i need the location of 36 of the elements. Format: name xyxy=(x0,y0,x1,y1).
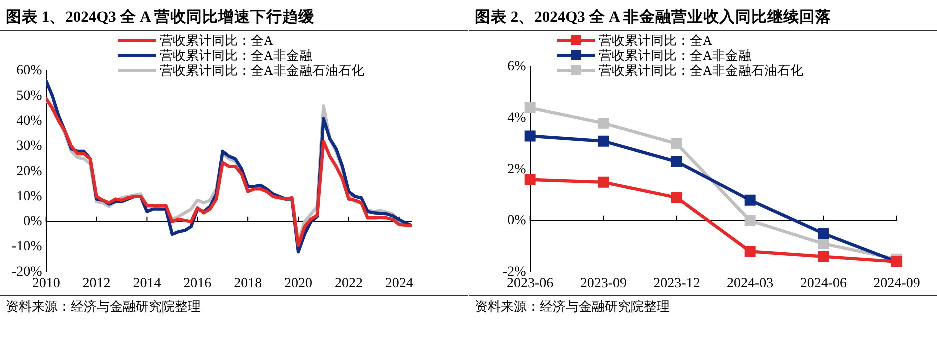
legend-label: 营收累计同比：全A非金融石油石化 xyxy=(599,63,804,78)
x-tick-label: 2014 xyxy=(133,276,162,292)
y-tick-label: 6% xyxy=(508,60,527,75)
y-tick-label: 50% xyxy=(16,88,43,104)
y-tick-label: 40% xyxy=(16,114,43,129)
x-tick-label: 2020 xyxy=(284,276,313,292)
legend-label: 营收累计同比：全A xyxy=(160,33,274,48)
x-tick-label: 2023-09 xyxy=(580,276,627,292)
y-tick-label: -10% xyxy=(12,240,43,255)
x-tick-label: 2024-03 xyxy=(726,276,774,292)
x-tick-label: 2023-06 xyxy=(506,276,554,292)
text: 资料来源：经济与金融研究院整理 xyxy=(0,295,468,318)
chart-title: 图表 2、2024Q3 全 A 非金融营业收入同比继续回落 xyxy=(469,0,937,31)
y-tick-label: 4% xyxy=(508,110,527,126)
y-tick-label: 0% xyxy=(508,214,527,229)
x-tick-label: 2016 xyxy=(184,276,212,292)
y-tick-label: 0% xyxy=(24,214,43,230)
legend-label: 营收累计同比：全A非金融石油石化 xyxy=(160,63,364,78)
x-tick-label: 2023-12 xyxy=(654,276,700,292)
y-tick-label: 2% xyxy=(508,162,527,178)
text: 资料来源：经济与金融研究院整理 xyxy=(469,295,937,318)
y-tick-label: 10% xyxy=(16,189,43,204)
chart-title: 图表 1、2024Q3 全 A 营收同比增速下行趋缓 xyxy=(0,0,468,31)
x-tick-label: 2018 xyxy=(234,276,262,292)
y-tick-label: 20% xyxy=(16,164,43,180)
x-tick-label: 2024-09 xyxy=(874,276,920,292)
x-tick-label: 2022 xyxy=(334,276,363,292)
y-tick-label: 60% xyxy=(16,64,43,79)
x-tick-label: 2012 xyxy=(82,276,111,292)
x-tick-label: 2010 xyxy=(32,276,60,292)
legend-label: 营收累计同比：全A非金融 xyxy=(160,48,312,63)
legend-label: 营收累计同比：全A xyxy=(599,33,712,48)
x-tick-label: 2024-06 xyxy=(800,276,847,292)
y-tick-label: 30% xyxy=(16,139,43,154)
legend-label: 营收累计同比：全A非金融 xyxy=(599,48,752,63)
x-tick-label: 2024 xyxy=(385,276,414,292)
